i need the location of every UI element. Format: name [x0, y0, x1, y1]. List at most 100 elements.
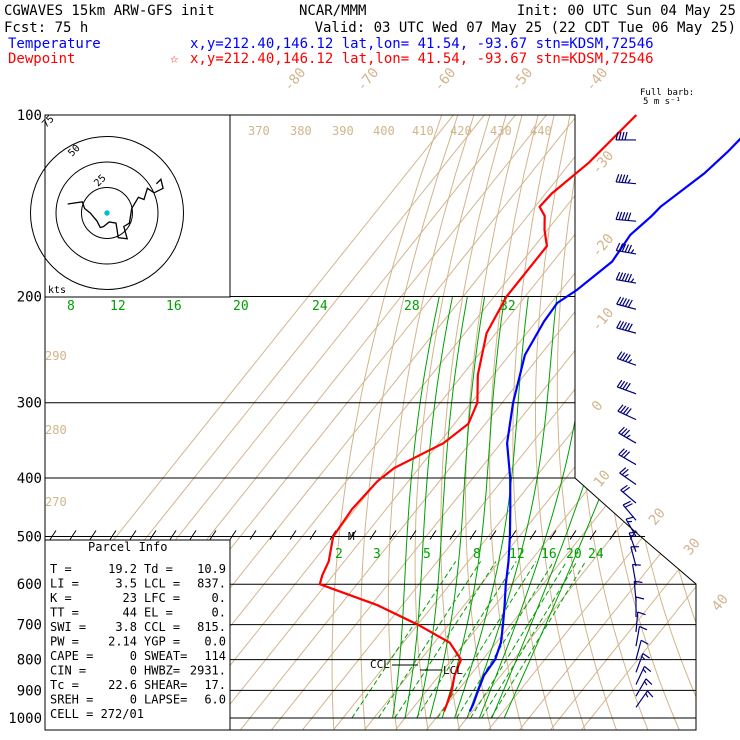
parcel-row-value-2: 0.: [212, 591, 226, 605]
wind-barb: [618, 426, 637, 444]
mixing-ratio-labels: 2 3 5 8 12 16 20 24: [335, 547, 604, 562]
wind-barb-flag: [627, 273, 633, 282]
parcel-info-frame: [44, 539, 231, 731]
parcel-row-label-2: LCL =: [144, 577, 180, 591]
wind-barb-flag: [616, 320, 622, 329]
title-line1-mid: NCAR/MMM: [299, 3, 366, 19]
parcel-row-value-2: 0.0: [204, 635, 226, 649]
temperature-legend: Temperature: [8, 36, 101, 52]
wind-barb: [615, 242, 637, 255]
wind-barb-flag: [626, 434, 631, 439]
isotherm-line: [208, 115, 696, 730]
dewpoint-star-icon: ☆: [170, 51, 179, 67]
hatch-tick: [589, 530, 597, 540]
parcel-row-label: TT =: [50, 606, 79, 620]
wind-barb-flag: [629, 531, 638, 534]
parcel-info-panel: Parcel Info T = 19.2 Td = 10.9 LI = 3.5 LCL = 8…: [44, 539, 231, 731]
wind-barb-flag: [624, 244, 630, 253]
dewpoint-legend: Dewpoint: [8, 51, 75, 67]
hatch-tick: [409, 530, 417, 540]
wind-barb-flag: [623, 451, 631, 459]
wind-barb-flag: [639, 625, 648, 631]
parcel-row-value: 3.5: [115, 577, 137, 591]
parcel-row-label: T =: [50, 562, 72, 576]
parcel-row-value-2: 0.: [212, 606, 226, 620]
hatch-tick: [509, 530, 517, 540]
moist-adiabat-line: [491, 296, 630, 719]
dry-adiabat-line: [535, 115, 586, 730]
parcel-row-label: CELL = 272/01: [50, 707, 144, 721]
wind-barb-flag: [624, 322, 630, 331]
isotherm-label: -70: [354, 65, 383, 95]
hatch-line: [49, 530, 637, 540]
wind-barb-flag: [627, 212, 632, 221]
dry-adiabat-line: [331, 115, 443, 730]
wind-barb-flag: [625, 354, 631, 362]
wind-barb-flag: [644, 665, 652, 673]
parcel-row-value-2: 17.: [204, 678, 226, 692]
hodograph-ring: [30, 136, 184, 290]
valid-time: Valid: 03 UTC Wed 07 May 25 (22 CDT Tue …: [315, 20, 736, 36]
wind-barb-flag: [647, 690, 654, 698]
wind-barb-flag: [619, 380, 626, 389]
parcel-row-label: CIN =: [50, 664, 86, 678]
wind-barb: [616, 351, 637, 366]
pressure-label: 100: [17, 108, 42, 124]
moist-adiabat-label: 28: [404, 299, 420, 314]
wind-barb-flag: [616, 296, 622, 305]
dry-adiabat-line: [489, 115, 539, 730]
parcel-row-label-2: LFC =: [144, 591, 180, 605]
hatch-tick: [49, 530, 57, 540]
theta-label: 400: [373, 124, 395, 138]
parcel-row-value-2: 6.0: [204, 693, 226, 707]
pressure-label: 200: [17, 290, 42, 306]
parcel-row-value: 23: [123, 591, 137, 605]
pressure-label: 900: [17, 683, 42, 699]
isotherm-line: [301, 115, 696, 730]
pressure-label: 400: [17, 471, 42, 487]
ccl-label: CCL: [370, 658, 390, 671]
hatch-tick: [549, 530, 557, 540]
theta-label: 410: [412, 124, 434, 138]
wind-barb: [635, 639, 649, 660]
parcel-row-label-2: Td =: [144, 562, 173, 576]
wind-barb-flag: [634, 580, 643, 584]
wind-barb-flag: [622, 353, 628, 361]
isotherm-line: [332, 115, 696, 730]
wind-barb-flag: [618, 426, 625, 434]
title-line1-left: CGWAVES 15km ARW-GFS init: [4, 3, 215, 19]
parcel-row-label: SWI =: [50, 620, 86, 634]
hatch-tick: [249, 530, 257, 540]
wind-barb-flag: [615, 211, 620, 220]
parcel-info-title: Parcel Info: [88, 540, 167, 554]
theta-label: 290: [45, 349, 67, 363]
mixing-ratio-line: [377, 561, 482, 719]
wind-barb-flag: [642, 653, 651, 659]
mixing-ratio-label: 20: [566, 547, 582, 562]
wind-barb-flag: [621, 321, 628, 330]
wind-barb-flag: [620, 449, 628, 457]
wind-barb-flag: [621, 468, 629, 476]
dry-adiabat-line: [512, 115, 555, 730]
dry-adiabat-line: [693, 115, 696, 730]
parcel-row-value-2: 815.: [197, 620, 226, 634]
wind-barb: [635, 665, 652, 685]
mixing-ratio-label: 24: [588, 547, 604, 562]
wind-barb-flag: [627, 323, 633, 332]
parcel-row-label-2: YGP =: [144, 635, 180, 649]
dry-adiabat-line: [675, 115, 696, 730]
parcel-row-label: Tc =: [50, 678, 79, 692]
wind-barb-flag: [624, 298, 630, 307]
wind-barb: [625, 516, 637, 537]
hatch-tick: [529, 530, 537, 540]
hatch-tick: [129, 530, 137, 540]
mixing-ratio-line: [490, 561, 587, 719]
mixing-ratio-label: 8: [473, 547, 481, 562]
parcel-row-label: LI =: [50, 577, 79, 591]
wind-barb-flag: [627, 178, 631, 184]
wind-barb: [622, 500, 637, 521]
wind-barb: [615, 211, 637, 222]
wind-barb-flag: [622, 406, 629, 415]
hatch-tick: [169, 530, 177, 540]
